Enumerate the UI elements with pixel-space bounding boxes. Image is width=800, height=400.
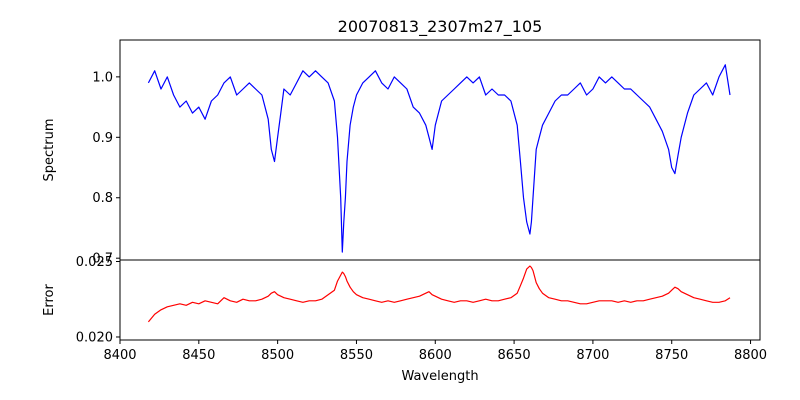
- x-tick-label: 8500: [261, 348, 294, 363]
- spectrum-y-tick-label: 0.9: [92, 131, 113, 146]
- wavelength-x-ticks: 8400 8450 8500 8550 8600 8650 8700 8750 8800: [103, 340, 767, 363]
- x-tick-label: 8700: [576, 348, 609, 363]
- x-axis-label: Wavelength: [401, 369, 478, 384]
- spectrum-series-layer: [147, 64, 731, 253]
- error-y-axis-label: Error: [42, 284, 57, 316]
- spectrum-y-tick-label: 0.7: [92, 252, 113, 267]
- error-y-tick-label: 0.025: [76, 255, 113, 270]
- error-series-line: [147, 265, 731, 323]
- x-tick-label: 8450: [182, 348, 215, 363]
- spectrum-y-ticks: 0.7 0.8 0.9 1.0: [92, 70, 120, 267]
- chart-title: 20070813_2307m27_105: [338, 17, 543, 37]
- error-plot-frame: [119, 259, 761, 341]
- spectrum-y-tick-label: 1.0: [92, 70, 113, 85]
- x-tick-label: 8650: [498, 348, 531, 363]
- x-tick-label: 8550: [340, 348, 373, 363]
- x-tick-label: 8750: [655, 348, 688, 363]
- error-series-layer: [147, 265, 731, 323]
- x-tick-label: 8600: [419, 348, 452, 363]
- x-tick-label: 8400: [103, 348, 136, 363]
- spectrum-series-line: [147, 64, 731, 253]
- spectrum-y-tick-label: 0.8: [92, 191, 113, 206]
- x-tick-label: 8800: [734, 348, 767, 363]
- error-y-ticks: 0.020 0.025: [76, 255, 120, 345]
- spectrum-y-axis-label: Spectrum: [42, 119, 57, 182]
- error-y-tick-label: 0.020: [76, 330, 113, 345]
